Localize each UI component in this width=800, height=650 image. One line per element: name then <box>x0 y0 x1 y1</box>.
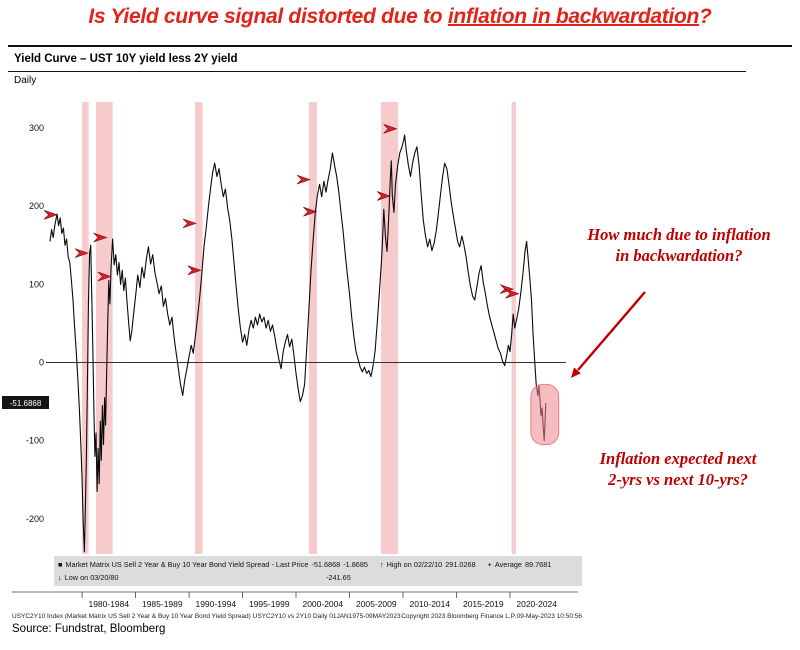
footer-index-info: USYC2Y10 Index (Market Matrix US Sell 2 … <box>12 613 401 620</box>
chart-title-divider <box>8 71 746 72</box>
x-axis-tick-label: 1980-1984 <box>88 599 129 609</box>
alert-arrow-icon <box>505 288 520 299</box>
yield-curve-chart: 300 200 100 0 -100 -200 -51.6868 1980-1984 1985-… <box>2 102 578 609</box>
legend-low-label: Low on 03/20/80 <box>64 573 119 582</box>
legend-average-value: 89.7681 <box>524 560 552 569</box>
annotation-line: Inflation expected next <box>599 449 757 468</box>
alert-arrow-icon <box>383 124 398 134</box>
alert-arrow-icon <box>187 265 202 276</box>
average-plus-icon: + <box>487 560 492 569</box>
x-axis-tick-label: 2005-2009 <box>356 599 397 609</box>
x-axis-tick-label: 2000-2004 <box>302 599 343 609</box>
top-divider <box>8 45 792 47</box>
x-axis-tick-label: 1995-1999 <box>249 599 290 609</box>
source-attribution: Source: Fundstrat, Bloomberg <box>12 623 166 635</box>
title-prefix: Is Yield curve signal distorted due to <box>88 5 448 28</box>
title-underlined: inflation in backwardation <box>447 5 700 28</box>
annotation-line: How much due to inflation <box>587 225 771 244</box>
footer-datetime: 09-May-2023 10:50:56 <box>516 613 582 620</box>
last-price-axis-label <box>2 396 49 409</box>
legend-high-value: 291.0268 <box>445 560 476 569</box>
annotation-arrow-icon <box>571 291 646 378</box>
alert-arrow-icon <box>93 232 108 243</box>
legend-row-1: ■ Market Matrix US Sell 2 Year & Buy 10 Y… <box>58 558 578 571</box>
x-axis-tick-label: 2020-2024 <box>516 599 557 609</box>
annotation-line: 2-yrs vs next 10-yrs? <box>608 470 748 489</box>
footer-copyright: Copyright 2023 Bloomberg Finance L.P. <box>401 613 517 620</box>
legend-change: -1.8685 <box>343 560 368 569</box>
alert-arrow-icon <box>97 271 112 282</box>
alert-arrow-icon <box>303 206 318 217</box>
annotation-line: in backwardation? <box>615 246 743 265</box>
recession-band <box>381 102 399 554</box>
alert-arrow-icon <box>296 174 311 185</box>
series-key-icon: ■ <box>58 560 63 569</box>
x-axis-tick-label: 1990-1994 <box>195 599 236 609</box>
chart-frequency-label: Daily <box>14 75 37 86</box>
recession-band <box>308 102 317 554</box>
x-axis-tick-label: 2010-2014 <box>409 599 450 609</box>
alert-arrow-icon <box>74 248 89 258</box>
legend-low-value: -241.65 <box>326 573 351 582</box>
page-title: Is Yield curve signal distorted due to i… <box>0 5 800 29</box>
annotation-inflation-backwardation: How much due to inflation in backwardati… <box>560 224 798 266</box>
high-arrow-icon: ↑ <box>379 560 384 569</box>
low-arrow-icon: ↓ <box>58 573 62 582</box>
legend-high-label: High on 02/22/10 <box>386 560 443 569</box>
y-axis-tick-label: -100 <box>26 436 44 446</box>
y-axis-tick-label: 200 <box>29 201 44 211</box>
alert-arrow-icon <box>376 191 392 201</box>
title-suffix: ? <box>699 5 712 28</box>
recent-inversion-highlight <box>530 383 560 446</box>
legend-series-label: Market Matrix US Sell 2 Year & Buy 10 Ye… <box>65 560 309 569</box>
alert-arrow-icon <box>499 284 515 294</box>
y-axis-tick-label: 300 <box>29 123 44 133</box>
bloomberg-footer: USYC2Y10 Index (Market Matrix US Sell 2 … <box>12 613 582 620</box>
recession-band <box>511 102 516 554</box>
alert-arrow-icon <box>43 210 58 220</box>
legend-average-label: Average <box>494 560 522 569</box>
y-axis-tick-label: -200 <box>26 514 44 524</box>
y-axis-tick-label: 100 <box>29 279 44 289</box>
recession-band <box>195 102 203 554</box>
x-axis-tick-label: 2015-2019 <box>463 599 504 609</box>
chart-legend: ■ Market Matrix US Sell 2 Year & Buy 10 Y… <box>54 556 582 586</box>
alert-arrow-icon <box>182 218 197 229</box>
annotation-inflation-expected: Inflation expected next 2-yrs vs next 10… <box>558 448 798 490</box>
last-price-axis-value: -51.6868 <box>10 399 42 408</box>
recession-band <box>82 102 89 554</box>
legend-last-price: -51.6868 <box>311 560 341 569</box>
spread-series-line <box>49 134 547 553</box>
y-axis-tick-label: 0 <box>39 358 44 368</box>
x-axis-tick-label: 1985-1989 <box>142 599 183 609</box>
legend-row-2: ↓ Low on 03/20/80 -241.65 <box>58 571 578 584</box>
recession-band <box>96 102 113 554</box>
chart-title: Yield Curve – UST 10Y yield less 2Y yiel… <box>14 53 238 65</box>
